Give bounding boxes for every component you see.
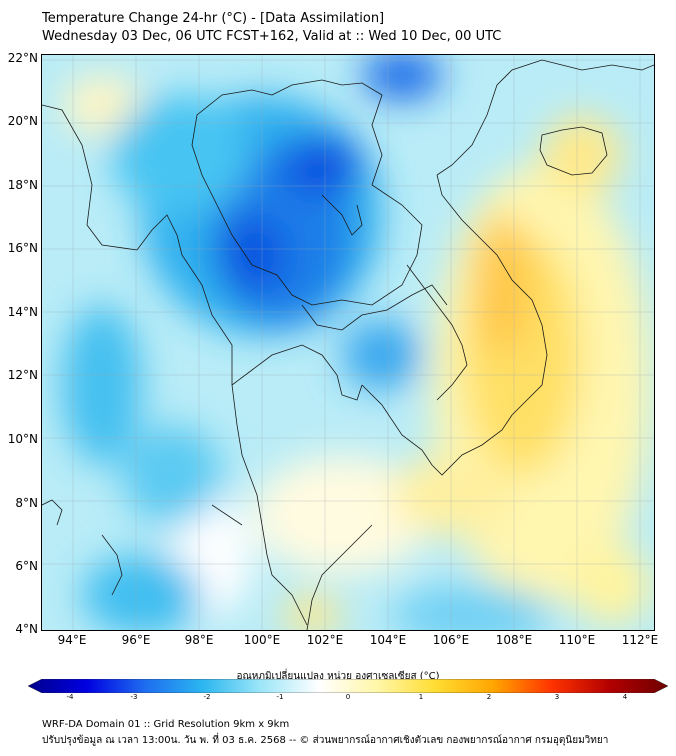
update-info: ปรับปรุงข้อมูล ณ เวลา 13:00น. วัน พ. ที่… [42,735,609,746]
colorbar-tick: -1 [276,693,284,701]
lat-label: 16°N [7,241,38,255]
graticule [42,55,654,630]
lon-label: 102°E [306,633,344,647]
lon-label: 110°E [558,633,596,647]
lat-label: 4°N [15,622,38,636]
lon-label: 108°E [495,633,533,647]
colorbar-tick: 3 [554,693,560,701]
colorbar-tick: 1 [418,693,424,701]
colorbar-tick: 4 [622,693,628,701]
lat-label: 22°N [7,51,38,65]
colorbar-label: อุณหภูมิเปลี่ยนแปลง หน่วย องศาเซลเซียส (… [236,671,440,682]
lon-label: 104°E [369,633,407,647]
lat-label: 12°N [7,368,38,382]
lon-label: 96°E [121,633,151,647]
lat-label: 20°N [7,114,38,128]
coastlines [42,59,654,630]
colorbar-tick: -4 [66,693,74,701]
colorbar-tick: -2 [203,693,211,701]
map-title: Temperature Change 24-hr (°C) - [Data As… [42,11,385,26]
lon-label: 100°E [243,633,281,647]
lon-label: 106°E [432,633,470,647]
lon-label: 98°E [184,633,214,647]
lat-label: 6°N [15,559,38,573]
model-info: WRF-DA Domain 01 :: Grid Resolution 9km … [42,719,290,730]
colorbar-tick: 0 [345,693,351,701]
colorbar [28,679,668,693]
colorbar-tick: 2 [486,693,492,701]
lon-label: 112°E [621,633,659,647]
lat-label: 18°N [7,178,38,192]
lon-label: 94°E [57,633,87,647]
lat-label: 10°N [7,432,38,446]
lat-label: 8°N [15,496,38,510]
lat-label: 14°N [7,305,38,319]
temperature-change-map [41,54,655,631]
colorbar-tick: -3 [130,693,138,701]
map-subtitle: Wednesday 03 Dec, 06 UTC FCST+162, Valid… [42,29,502,44]
